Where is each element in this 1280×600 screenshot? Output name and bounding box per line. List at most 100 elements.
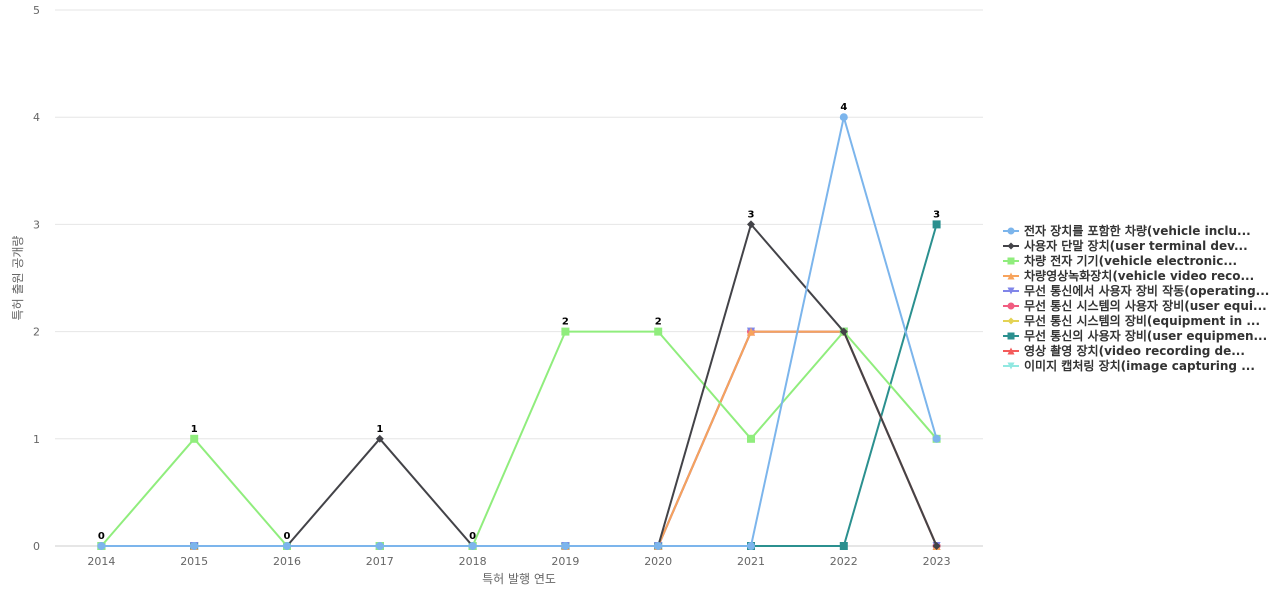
series-line[interactable] <box>101 222 938 547</box>
series-0 <box>97 113 941 550</box>
x-tick-label: 2021 <box>737 555 765 568</box>
data-point[interactable] <box>932 220 941 229</box>
legend-marker <box>1007 332 1015 339</box>
x-tick-label: 2020 <box>644 555 672 568</box>
data-point[interactable] <box>839 542 848 550</box>
x-tick-label: 2017 <box>366 555 394 568</box>
legend-label: 차량 전자 기기(vehicle electronic... <box>1024 254 1238 268</box>
legend-symbol <box>1003 362 1019 369</box>
series-line[interactable] <box>101 224 938 547</box>
data-label: 1 <box>376 424 383 435</box>
data-point[interactable] <box>654 327 663 336</box>
legend-marker <box>1007 257 1015 264</box>
legend-label: 차량영상녹화장치(vehicle video reco... <box>1024 269 1255 283</box>
data-point[interactable] <box>839 113 848 122</box>
data-point[interactable] <box>468 542 477 550</box>
y-tick-label: 1 <box>33 433 40 446</box>
data-label: 2 <box>655 317 662 328</box>
data-label: 3 <box>933 209 940 220</box>
legend-symbol <box>1003 227 1019 234</box>
legend-marker <box>1007 317 1015 324</box>
x-tick-label: 2015 <box>180 555 208 568</box>
legend-item[interactable]: 사용자 단말 장치(user terminal dev... <box>1002 238 1278 253</box>
x-tick-label: 2018 <box>459 555 487 568</box>
data-point[interactable] <box>190 434 199 443</box>
legend-symbol <box>1003 272 1019 279</box>
y-axis-title: 특허 출원 공개량 <box>11 236 25 321</box>
legend-symbol <box>1003 257 1019 264</box>
data-label: 0 <box>98 531 105 542</box>
data-label: 3 <box>748 209 755 220</box>
legend-label: 무선 통신 시스템의 장비(equipment in ... <box>1024 314 1261 328</box>
series-line[interactable] <box>101 116 938 547</box>
series-lines <box>97 113 941 550</box>
legend-label: 이미지 캡처링 장치(image capturing ... <box>1024 359 1255 373</box>
y-tick-label: 3 <box>33 218 40 231</box>
y-tick-label: 5 <box>33 4 40 17</box>
legend-symbol <box>1003 317 1019 324</box>
legend-marker <box>1007 227 1015 234</box>
x-tick-label: 2014 <box>87 555 115 568</box>
legend-label: 무선 통신의 사용자 장비(user equipmen... <box>1024 329 1268 343</box>
x-tick-label: 2016 <box>273 555 301 568</box>
x-tick-label: 2022 <box>830 555 858 568</box>
data-label: 0 <box>284 531 291 542</box>
data-point[interactable] <box>283 542 291 550</box>
data-point[interactable] <box>654 542 663 550</box>
legend-item[interactable]: 무선 통신 시스템의 사용자 장비(user equi... <box>1002 298 1278 313</box>
x-axis-title: 특허 발행 연도 <box>482 571 556 586</box>
legend-symbol <box>1003 347 1019 354</box>
data-point[interactable] <box>97 542 106 550</box>
data-point[interactable] <box>839 327 848 336</box>
y-tick-label: 4 <box>33 111 40 124</box>
data-point[interactable] <box>932 434 941 443</box>
legend-item[interactable]: 무선 통신의 사용자 장비(user equipmen... <box>1002 328 1278 343</box>
legend-label: 사용자 단말 장치(user terminal dev... <box>1024 239 1248 253</box>
legend-label: 무선 통신에서 사용자 장비 작동(operating... <box>1024 284 1270 298</box>
data-point[interactable] <box>375 542 384 550</box>
legend-label: 전자 장치를 포함한 차량(vehicle inclu... <box>1024 224 1251 238</box>
legend-item[interactable]: 이미지 캡처링 장치(image capturing ... <box>1002 358 1278 373</box>
legend-item[interactable]: 영상 촬영 장치(video recording de... <box>1002 343 1278 358</box>
data-point[interactable] <box>747 327 755 336</box>
data-point[interactable] <box>932 542 941 550</box>
legend-marker <box>1007 302 1015 309</box>
x-tick-label: 2019 <box>551 555 579 568</box>
data-label: 4 <box>840 102 847 113</box>
legend-marker <box>1007 272 1015 279</box>
data-point[interactable] <box>747 434 755 443</box>
x-axis-ticks: 2014 2015 2016 2017 2018 2019 2020 2021 2022 2023 <box>87 555 950 568</box>
legend-symbol <box>1003 287 1019 294</box>
legend-symbol <box>1003 332 1019 339</box>
series-line[interactable] <box>100 330 938 547</box>
data-label: 0 <box>469 531 476 542</box>
y-axis-ticks: 0 1 2 3 4 5 <box>33 4 40 553</box>
data-point[interactable] <box>375 434 384 443</box>
legend-item[interactable]: 차량영상녹화장치(vehicle video reco... <box>1002 268 1278 283</box>
y-tick-label: 0 <box>33 540 40 553</box>
gridlines <box>55 9 983 547</box>
series-1 <box>97 220 941 550</box>
data-point[interactable] <box>190 542 199 550</box>
legend-symbol <box>1003 302 1019 309</box>
data-point[interactable] <box>747 542 755 550</box>
data-label: 1 <box>191 424 198 435</box>
legend-marker <box>1007 287 1015 294</box>
legend-item[interactable]: 무선 통신 시스템의 장비(equipment in ... <box>1002 313 1278 328</box>
legend-label: 영상 촬영 장치(video recording de... <box>1024 344 1245 358</box>
y-tick-label: 2 <box>33 326 40 339</box>
legend-marker <box>1007 347 1015 354</box>
chart-legend: 전자 장치를 포함한 차량(vehicle inclu... 사용자 단말 장치(… <box>1002 223 1278 373</box>
data-point[interactable] <box>561 327 570 336</box>
legend-symbol <box>1003 242 1019 249</box>
legend-marker <box>1007 242 1015 249</box>
legend-item[interactable]: 전자 장치를 포함한 차량(vehicle inclu... <box>1002 223 1278 238</box>
legend-marker <box>1007 362 1015 369</box>
legend-item[interactable]: 무선 통신에서 사용자 장비 작동(operating... <box>1002 283 1278 298</box>
legend-label: 무선 통신 시스템의 사용자 장비(user equi... <box>1024 299 1267 313</box>
data-point[interactable] <box>561 542 570 550</box>
data-labels: 0 1 0 1 0 2 2 3 4 3 <box>98 102 940 542</box>
legend-item[interactable]: 차량 전자 기기(vehicle electronic... <box>1002 253 1278 268</box>
data-point[interactable] <box>747 220 755 229</box>
